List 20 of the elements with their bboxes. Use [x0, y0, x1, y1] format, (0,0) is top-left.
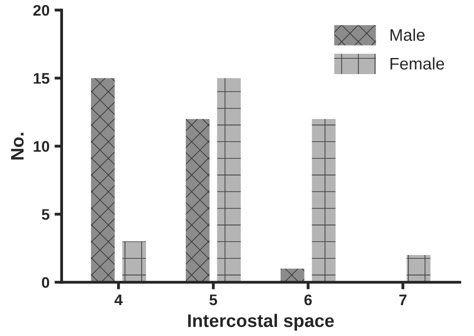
- y-tick-label: 10: [34, 141, 50, 152]
- bar: [91, 78, 115, 282]
- x-tick-label: 5: [210, 294, 218, 306]
- y-tick-label: 15: [34, 73, 50, 84]
- legend-label: Male: [390, 28, 425, 41]
- legend-label: Female: [390, 57, 444, 70]
- y-tick-label: 5: [42, 209, 50, 220]
- y-tick-label: 0: [42, 277, 50, 288]
- x-axis-title: Intercostal space: [188, 314, 334, 331]
- bar: [312, 118, 336, 282]
- bar: [280, 268, 304, 282]
- x-tick-label: 6: [304, 294, 312, 306]
- bar: [406, 255, 430, 282]
- bar: [122, 241, 146, 282]
- x-tick-label: 7: [399, 294, 406, 306]
- y-tick-label: 20: [33, 4, 50, 16]
- bar: [186, 118, 210, 282]
- bar: [217, 78, 241, 282]
- x-tick-label: 4: [114, 294, 123, 306]
- y-axis-title: No.: [11, 132, 24, 160]
